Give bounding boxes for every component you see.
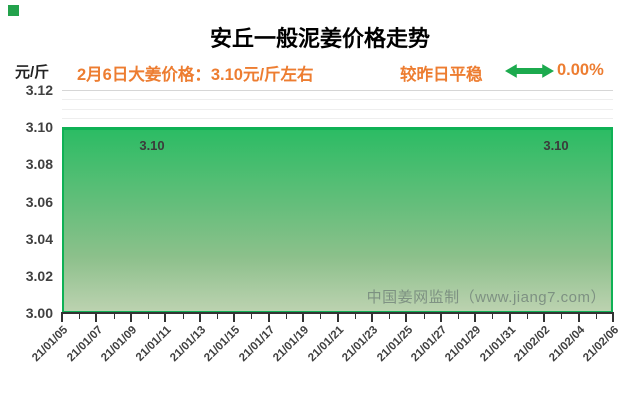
y-axis-label: 3.10 bbox=[25, 119, 53, 136]
change-percent: 0.00% bbox=[557, 61, 604, 79]
axis-tick bbox=[79, 314, 81, 319]
axis-tick bbox=[148, 314, 150, 319]
y-axis-label: 3.06 bbox=[25, 193, 53, 210]
axis-tick bbox=[561, 314, 563, 319]
x-axis-label-text: 21/02/02 bbox=[512, 324, 553, 365]
gridline-minor bbox=[62, 99, 613, 101]
x-axis-line bbox=[61, 312, 614, 314]
x-axis-label-text: 21/01/09 bbox=[99, 324, 140, 365]
axis-tick bbox=[198, 314, 201, 322]
axis-tick bbox=[285, 314, 287, 319]
axis-tick bbox=[458, 314, 460, 319]
site-logo-icon bbox=[8, 5, 19, 16]
axis-tick bbox=[95, 314, 98, 322]
axis-tick bbox=[129, 314, 132, 322]
axis-tick bbox=[526, 314, 528, 319]
axis-tick bbox=[216, 314, 218, 319]
axis-tick bbox=[492, 314, 494, 319]
axis-tick bbox=[543, 314, 546, 322]
axis-tick bbox=[389, 314, 391, 319]
axis-tick bbox=[336, 314, 339, 322]
axis-tick bbox=[474, 314, 477, 322]
x-axis-label-text: 21/01/07 bbox=[64, 324, 105, 365]
axis-tick bbox=[164, 314, 167, 322]
axis-tick bbox=[370, 314, 373, 322]
axis-tick bbox=[354, 314, 356, 319]
axis-tick bbox=[267, 314, 270, 322]
x-axis-label-text: 21/02/04 bbox=[546, 324, 588, 365]
x-axis-label-text: 21/02/06 bbox=[581, 324, 622, 365]
axis-tick bbox=[423, 314, 425, 319]
axis-tick bbox=[182, 314, 184, 319]
x-axis-label-text: 21/01/17 bbox=[236, 324, 278, 365]
y-axis-label: 3.04 bbox=[25, 230, 53, 247]
x-axis-label-text: 21/01/29 bbox=[443, 324, 484, 365]
axis-tick bbox=[251, 314, 253, 319]
data-label-last: 3.10 bbox=[543, 138, 569, 153]
x-axis-label-text: 21/01/05 bbox=[30, 324, 71, 365]
x-axis-label-text: 21/01/27 bbox=[409, 324, 450, 365]
axis-tick bbox=[320, 314, 322, 319]
y-axis-label: 3.08 bbox=[25, 156, 53, 173]
x-axis-label-text: 21/01/15 bbox=[202, 324, 243, 365]
y-axis-unit-label: 元/斤 bbox=[15, 64, 50, 81]
x-axis-label-text: 21/01/21 bbox=[305, 324, 346, 365]
gridline-minor bbox=[62, 108, 613, 110]
axis-tick bbox=[61, 314, 63, 322]
axis-tick bbox=[612, 314, 614, 322]
axis-tick bbox=[113, 314, 115, 319]
axis-tick bbox=[595, 314, 597, 319]
x-axis-label-text: 21/01/23 bbox=[340, 324, 381, 365]
watermark-text: 中国姜网监制（www.jiang7.com） bbox=[366, 289, 606, 306]
axis-tick bbox=[577, 314, 580, 322]
trend-status-text: 较昨日平稳 bbox=[400, 66, 483, 84]
axis-tick bbox=[233, 314, 236, 322]
x-axis-label-text: 21/01/13 bbox=[168, 324, 209, 365]
y-axis-label: 3.12 bbox=[25, 82, 53, 98]
double-arrow-horizontal-icon bbox=[505, 64, 554, 78]
y-axis-label: 3.02 bbox=[25, 267, 53, 284]
y-axis-label: 3.00 bbox=[25, 305, 53, 321]
x-axis-label-text: 21/01/31 bbox=[478, 324, 519, 365]
x-axis-label-text: 21/01/11 bbox=[134, 324, 174, 364]
gridline-major bbox=[62, 90, 613, 91]
data-label-first: 3.10 bbox=[139, 138, 165, 153]
x-axis-label-text: 21/01/19 bbox=[271, 324, 312, 365]
price-summary-text: 2月6日大姜价格：3.10元/斤左右 bbox=[77, 66, 314, 84]
axis-tick bbox=[302, 314, 305, 322]
axis-tick bbox=[439, 314, 442, 322]
axis-tick bbox=[508, 314, 511, 322]
x-axis-label-text: 21/01/25 bbox=[374, 324, 415, 365]
gridline-minor bbox=[62, 117, 613, 119]
page-title: 安丘一般泥姜价格走势 bbox=[209, 26, 430, 51]
axis-tick bbox=[405, 314, 408, 322]
